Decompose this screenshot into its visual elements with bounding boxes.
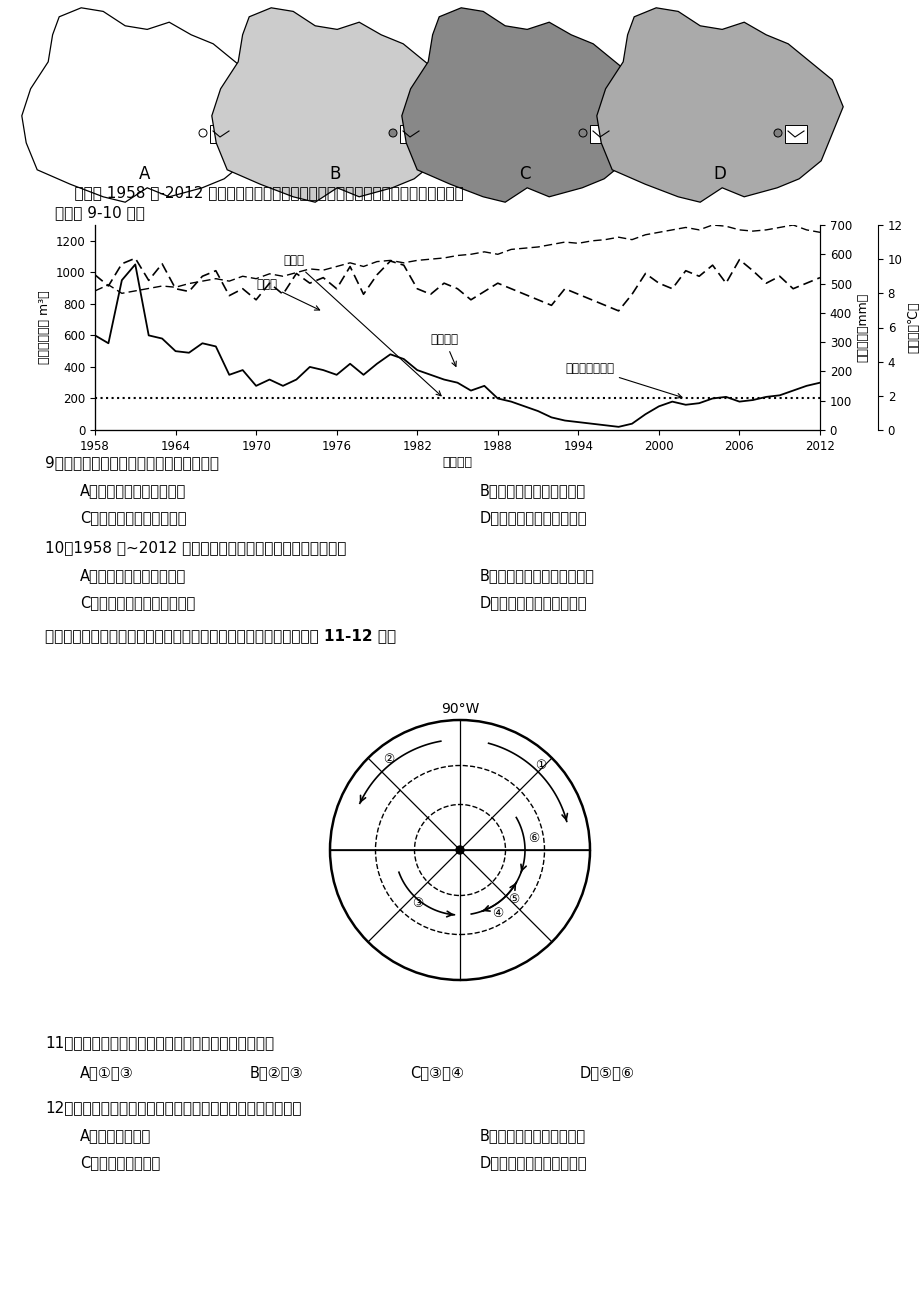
Circle shape	[389, 129, 397, 136]
Text: C．③和④: C．③和④	[410, 1065, 463, 1079]
Text: C．河口地区土地盐碱化消失: C．河口地区土地盐碱化消失	[80, 595, 195, 611]
Bar	[589, 125, 611, 143]
Text: C．生产截留用水不断增多: C．生产截留用水不断增多	[80, 511, 187, 525]
Polygon shape	[402, 8, 648, 203]
Text: ⑥: ⑥	[528, 833, 539, 846]
Y-axis label: 年降水量（mm）: 年降水量（mm）	[856, 292, 868, 362]
Text: ①: ①	[535, 759, 546, 772]
Text: 9．导致黄河入海水量变化的最主要原因是: 9．导致黄河入海水量变化的最主要原因是	[45, 455, 219, 470]
Text: 右图为以极地为中心的洋流示意图，箭头表示洋流流向。读图，完成 11-12 题。: 右图为以极地为中心的洋流示意图，箭头表示洋流流向。读图，完成 11-12 题。	[45, 627, 396, 643]
Bar	[784, 125, 806, 143]
Text: B: B	[329, 165, 340, 183]
Text: ⑤: ⑤	[507, 894, 519, 907]
Text: ④: ④	[491, 907, 503, 920]
Circle shape	[773, 129, 781, 136]
Text: A．受东南风影响: A．受东南风影响	[80, 1128, 151, 1143]
Text: B．②和③: B．②和③	[250, 1065, 303, 1079]
Text: 10．1958 年~2012 年间黄河入海水量变化带来的主要影响是: 10．1958 年~2012 年间黄河入海水量变化带来的主要影响是	[45, 540, 346, 555]
Text: 12．图示中纬度地区洋流呈顺时针方向流动的主要原因是常年: 12．图示中纬度地区洋流呈顺时针方向流动的主要原因是常年	[45, 1100, 301, 1115]
Text: 下图为 1958 年-2012 年间黄河入海径流总量、黄河流域降水量、气温变化统计图。据: 下图为 1958 年-2012 年间黄河入海径流总量、黄河流域降水量、气温变化统…	[55, 184, 463, 200]
Text: A: A	[139, 165, 151, 183]
Polygon shape	[211, 8, 458, 203]
Text: C: C	[518, 165, 530, 183]
Text: 降水量: 降水量	[255, 278, 319, 310]
Text: ②: ②	[382, 753, 394, 766]
Y-axis label: 年径流量（亿 m³）: 年径流量（亿 m³）	[39, 291, 51, 364]
Text: B．受副热带高气压带控制: B．受副热带高气压带控制	[480, 1128, 585, 1143]
Text: B．植被破坏导致水土流失: B．植被破坏导致水土流失	[480, 483, 585, 498]
Bar	[400, 125, 422, 143]
Text: C．受盛行西风影响: C．受盛行西风影响	[80, 1155, 160, 1170]
Text: 年径流量: 年径流量	[430, 334, 459, 366]
X-axis label: （年份）: （年份）	[442, 456, 472, 469]
Text: A．①和③: A．①和③	[80, 1065, 133, 1079]
Text: A．三角洲的扩展速度减慢: A．三角洲的扩展速度减慢	[80, 568, 186, 583]
Text: D: D	[713, 165, 726, 183]
Text: ③: ③	[412, 896, 423, 909]
Text: 年均温: 年均温	[283, 255, 440, 396]
Text: 11．图中代表秘鲁寒流和东澳大利亚暖流的序号分别是: 11．图中代表秘鲁寒流和东澳大利亚暖流的序号分别是	[45, 1035, 274, 1050]
Circle shape	[456, 846, 463, 853]
Text: 多年平均径流量: 多年平均径流量	[564, 361, 681, 397]
Polygon shape	[596, 8, 843, 203]
Text: 90°W: 90°W	[440, 701, 479, 716]
Bar	[210, 125, 232, 143]
Text: D．入海口河水含沙量增加: D．入海口河水含沙量增加	[480, 595, 587, 611]
Text: D．⑤和⑥: D．⑤和⑥	[579, 1065, 634, 1079]
Text: D．受副极地低气压带控制: D．受副极地低气压带控制	[480, 1155, 587, 1170]
Text: B．入海口通航能力不断提高: B．入海口通航能力不断提高	[480, 568, 595, 583]
Text: 此完成 9-10 题。: 此完成 9-10 题。	[55, 205, 144, 220]
Text: A．气候变暖导致蒸发旺盛: A．气候变暖导致蒸发旺盛	[80, 483, 186, 498]
Text: D．气候干旱年降水量减少: D．气候干旱年降水量减少	[480, 511, 587, 525]
Circle shape	[578, 129, 586, 136]
Y-axis label: 年均温（℃）: 年均温（℃）	[906, 301, 919, 353]
